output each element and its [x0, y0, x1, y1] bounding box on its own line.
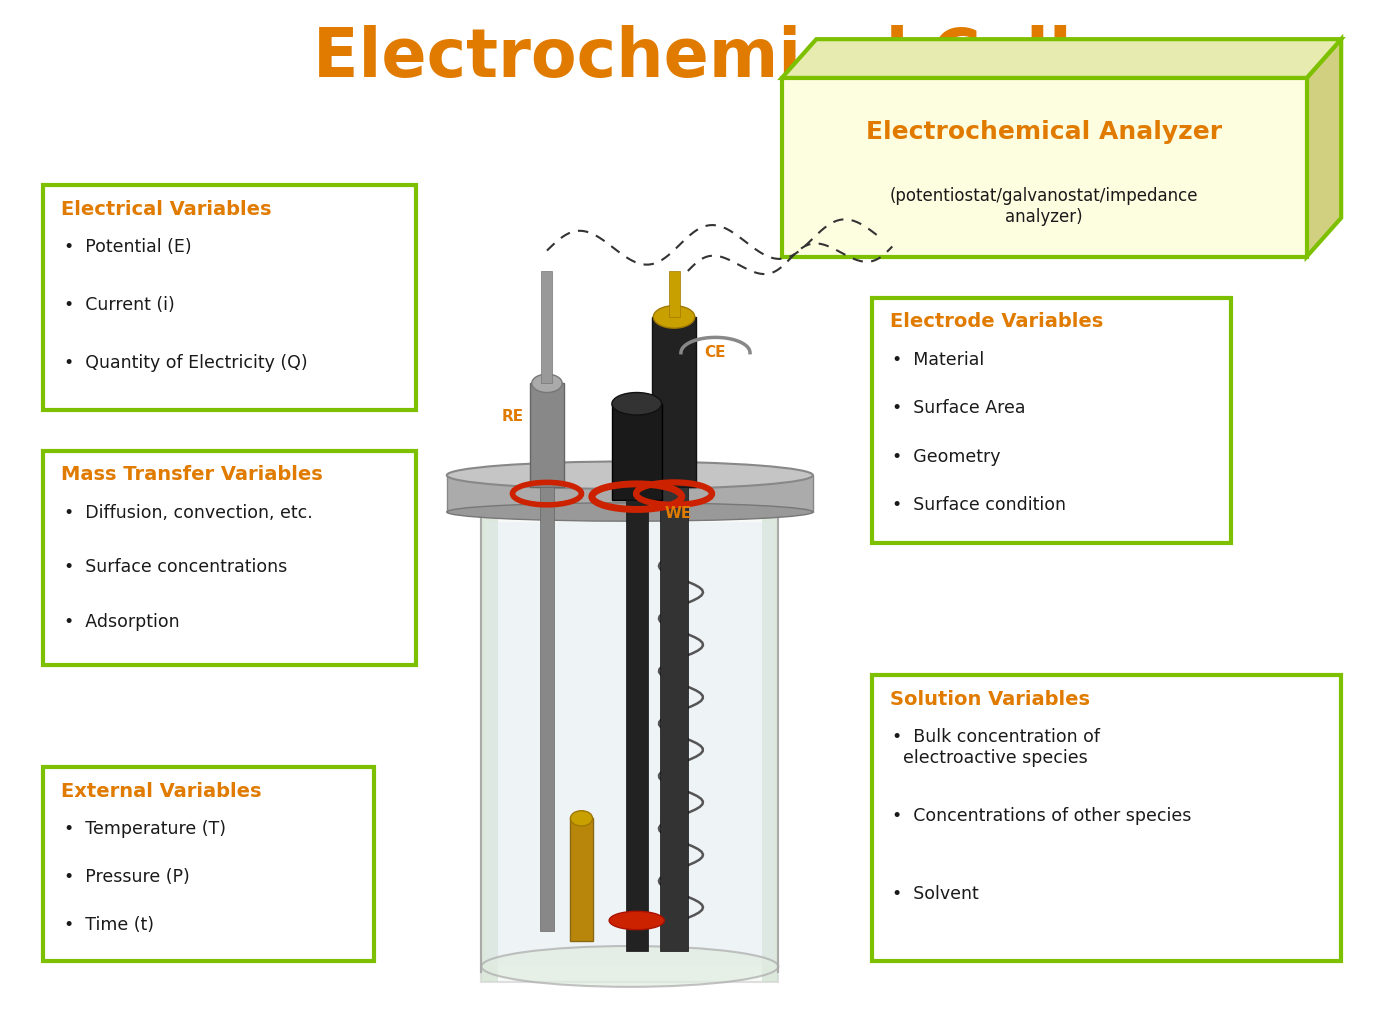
Text: •  Surface Area: • Surface Area: [893, 399, 1026, 417]
Ellipse shape: [612, 392, 662, 415]
Polygon shape: [660, 487, 688, 951]
FancyBboxPatch shape: [872, 676, 1341, 962]
Text: •  Current (i): • Current (i): [64, 296, 174, 314]
Polygon shape: [447, 475, 812, 512]
FancyBboxPatch shape: [782, 78, 1306, 257]
Text: RE: RE: [501, 410, 523, 424]
Text: •  Solvent: • Solvent: [893, 885, 978, 903]
FancyBboxPatch shape: [872, 298, 1230, 543]
Polygon shape: [626, 500, 648, 951]
Text: •  Material: • Material: [893, 350, 984, 369]
Polygon shape: [782, 39, 1341, 78]
FancyBboxPatch shape: [43, 185, 415, 410]
Polygon shape: [541, 271, 552, 383]
Ellipse shape: [482, 946, 778, 987]
Polygon shape: [652, 317, 696, 487]
Text: •  Pressure (P): • Pressure (P): [64, 868, 190, 886]
Text: Mass Transfer Variables: Mass Transfer Variables: [61, 465, 322, 484]
Text: •  Bulk concentration of
  electroactive species: • Bulk concentration of electroactive sp…: [893, 728, 1100, 767]
Text: Electrode Variables: Electrode Variables: [890, 312, 1103, 331]
Ellipse shape: [609, 911, 664, 930]
Polygon shape: [668, 271, 680, 317]
Text: •  Quantity of Electricity (Q): • Quantity of Electricity (Q): [64, 354, 307, 372]
Polygon shape: [540, 487, 554, 931]
Text: Electrical Variables: Electrical Variables: [61, 200, 271, 218]
Polygon shape: [612, 403, 662, 500]
Ellipse shape: [653, 306, 695, 328]
Polygon shape: [482, 512, 778, 982]
Text: •  Concentrations of other species: • Concentrations of other species: [893, 807, 1192, 824]
Text: •  Surface condition: • Surface condition: [893, 497, 1066, 514]
Text: •  Diffusion, convection, etc.: • Diffusion, convection, etc.: [64, 504, 313, 522]
Ellipse shape: [531, 374, 562, 392]
Ellipse shape: [447, 503, 812, 521]
Text: (potentiostat/galvanostat/impedance
analyzer): (potentiostat/galvanostat/impedance anal…: [890, 187, 1199, 226]
Text: Electrochemical Analyzer: Electrochemical Analyzer: [866, 120, 1222, 143]
Polygon shape: [570, 818, 592, 941]
Ellipse shape: [447, 462, 812, 489]
FancyBboxPatch shape: [43, 767, 374, 962]
Polygon shape: [1306, 39, 1341, 257]
Text: External Variables: External Variables: [61, 781, 262, 801]
Text: •  Geometry: • Geometry: [893, 447, 1001, 466]
Text: •  Time (t): • Time (t): [64, 915, 154, 934]
Text: •  Temperature (T): • Temperature (T): [64, 820, 226, 839]
Text: Electrochemical Cell: Electrochemical Cell: [313, 25, 1071, 90]
Text: WE: WE: [664, 506, 692, 521]
Text: CE: CE: [704, 345, 727, 360]
Polygon shape: [761, 512, 778, 982]
Polygon shape: [530, 383, 563, 487]
Text: •  Surface concentrations: • Surface concentrations: [64, 558, 286, 577]
FancyBboxPatch shape: [43, 451, 415, 666]
Ellipse shape: [570, 811, 592, 826]
Text: •  Adsorption: • Adsorption: [64, 612, 179, 631]
Text: •  Potential (E): • Potential (E): [64, 239, 191, 256]
Text: Solution Variables: Solution Variables: [890, 690, 1089, 709]
Polygon shape: [486, 522, 774, 967]
Polygon shape: [482, 512, 498, 982]
